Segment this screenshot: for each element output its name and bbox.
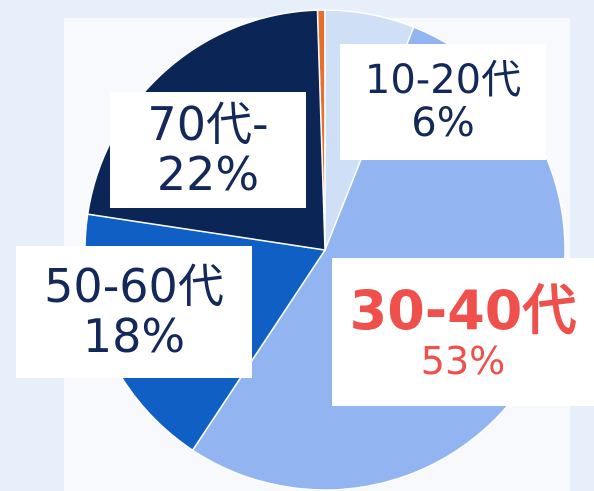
data-label-50-60s: 50-60代 18% [16,246,252,378]
label-70s-pct: 22% [156,147,260,201]
data-label-30-40s: 30-40代 53% [332,258,594,406]
label-70s-age: 70代- [147,97,269,152]
data-label-70s: 70代- 22% [110,92,306,208]
label-30-40s-age: 30-40代 [349,279,577,343]
label-50-60s-pct: 18% [82,309,186,363]
label-10-20s-pct: 6% [411,100,475,146]
data-label-10-20s: 10-20代 6% [340,44,546,160]
label-50-60s-age: 50-60代 [44,259,224,314]
label-10-20s-age: 10-20代 [364,56,522,103]
label-30-40s-pct: 53% [420,338,506,383]
